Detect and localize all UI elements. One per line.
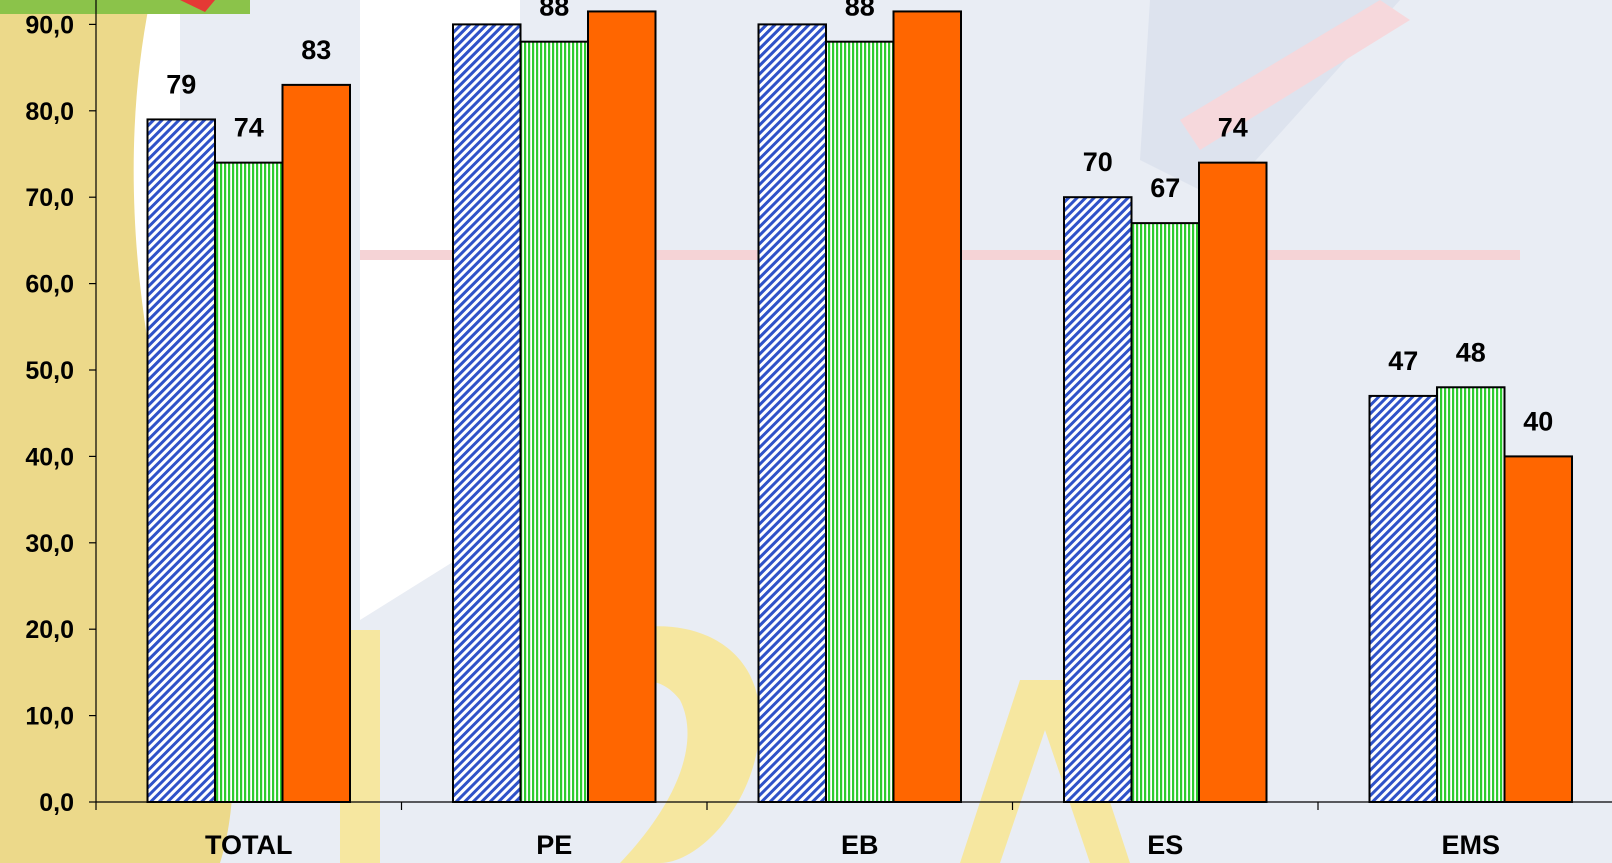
bar — [892, 10, 962, 803]
y-tick-label: 50,0 — [25, 357, 74, 385]
bar — [1368, 394, 1438, 803]
value-label: 83 — [301, 35, 331, 65]
value-label: 88 — [845, 0, 875, 22]
value-label: 40 — [1523, 406, 1553, 436]
value-label: 79 — [166, 69, 196, 99]
y-tick-label: 60,0 — [25, 271, 74, 299]
bar — [519, 40, 589, 804]
value-label: 90 — [472, 0, 502, 4]
value-label: 48 — [1456, 337, 1486, 367]
y-tick-label: 90,0 — [25, 11, 74, 39]
y-tick-label: 40,0 — [25, 443, 74, 471]
value-label: 88 — [539, 0, 569, 22]
y-tick-label: 10,0 — [25, 703, 74, 731]
value-label: 70 — [1083, 147, 1113, 177]
bar — [825, 40, 895, 804]
x-tick-label: PE — [536, 830, 572, 860]
bar — [452, 23, 522, 803]
y-tick-label: 0,0 — [39, 789, 74, 817]
y-tick-label: 80,0 — [25, 98, 74, 126]
bar — [146, 118, 216, 803]
x-tick-label: EB — [841, 830, 879, 860]
x-tick-label: TOTAL — [205, 830, 293, 860]
y-tick-label: 70,0 — [25, 184, 74, 212]
bar — [1503, 455, 1573, 803]
bar — [1198, 161, 1268, 803]
plot: 0,0 10,0 20,0 30,0 40,0 50,0 60,0 70,0 80,0 90,0 7… — [25, 0, 1612, 860]
bar — [1130, 222, 1200, 803]
value-label: 47 — [1388, 346, 1418, 376]
x-tick-label: EMS — [1441, 830, 1500, 860]
y-tick-label: 20,0 — [25, 616, 74, 644]
value-label: 74 — [234, 113, 264, 143]
bar — [281, 83, 351, 803]
y-tick-label: 30,0 — [25, 530, 74, 558]
x-tick-label: ES — [1147, 830, 1183, 860]
bar — [1063, 196, 1133, 803]
bar — [757, 23, 827, 803]
bar — [214, 161, 284, 803]
value-label: 74 — [1218, 113, 1248, 143]
value-label: 67 — [1150, 173, 1180, 203]
value-label: 90 — [777, 0, 807, 4]
bar — [1436, 386, 1506, 803]
bar — [587, 10, 657, 803]
